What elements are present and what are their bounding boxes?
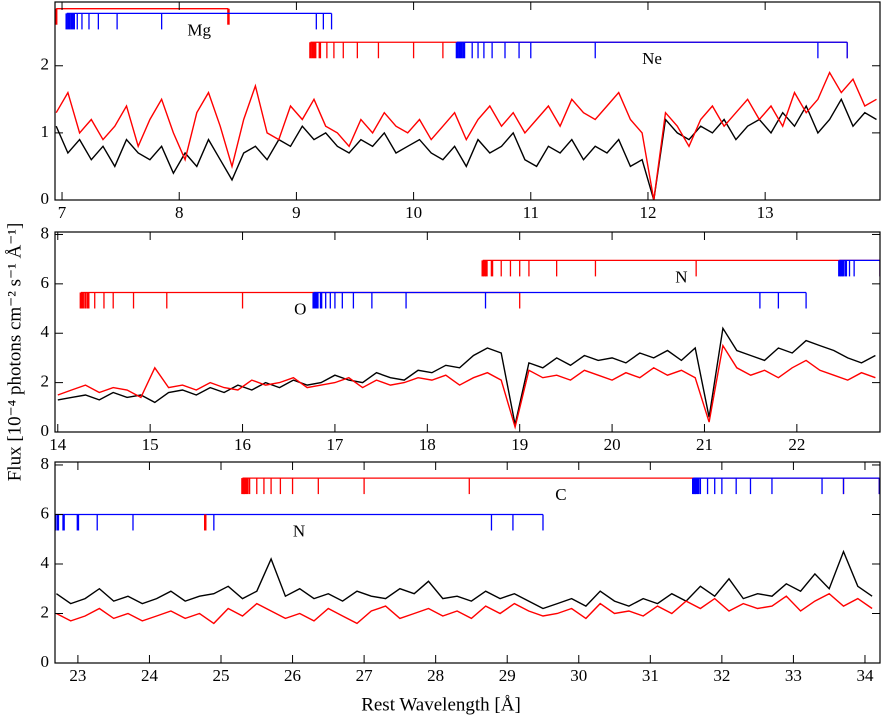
x-tick-label: 11 xyxy=(523,203,539,222)
x-tick-label: 26 xyxy=(284,666,301,685)
x-tick-label: 34 xyxy=(856,666,874,685)
x-tick-label: 18 xyxy=(419,435,436,454)
x-tick-label: 20 xyxy=(604,435,621,454)
plot-frame xyxy=(54,1,881,201)
y-tick-label: 4 xyxy=(41,553,50,572)
x-tick-label: 9 xyxy=(292,203,301,222)
x-tick-label: 28 xyxy=(427,666,444,685)
y-tick-label: 2 xyxy=(41,55,50,74)
x-tick-label: 30 xyxy=(570,666,587,685)
spectrum-line xyxy=(57,343,876,430)
plot-frame xyxy=(54,461,881,664)
x-tick-label: 13 xyxy=(757,203,774,222)
y-tick-label: 8 xyxy=(41,454,50,473)
x-tick-label: 23 xyxy=(69,666,86,685)
line-series-label: Ne xyxy=(642,49,662,68)
y-tick-label: 0 xyxy=(41,421,50,440)
line-series-label: Mg xyxy=(187,20,211,39)
panel: N O 14 15 16 17 18 19 20 21 22 0 2 4 6 8 xyxy=(41,223,881,454)
line-series-label: N xyxy=(293,521,305,540)
spectrum-line xyxy=(56,549,873,610)
y-tick-label: 4 xyxy=(41,322,50,341)
x-tick-label: 31 xyxy=(642,666,659,685)
x-axis-label: Rest Wavelength [Å] xyxy=(361,694,521,715)
line-series-label: N xyxy=(675,267,687,286)
x-tick-label: 14 xyxy=(49,435,67,454)
x-tick-label: 21 xyxy=(696,435,713,454)
y-tick-label: 6 xyxy=(41,273,50,292)
spectrum-line xyxy=(57,326,876,425)
x-tick-label: 33 xyxy=(785,666,802,685)
line-series-label: O xyxy=(294,299,306,318)
y-tick-label: 2 xyxy=(41,602,50,621)
spectrum-line xyxy=(56,592,873,625)
x-tick-label: 17 xyxy=(326,435,344,454)
x-tick-label: 25 xyxy=(213,666,230,685)
x-tick-label: 29 xyxy=(499,666,516,685)
x-tick-label: 16 xyxy=(234,435,251,454)
spectrum-line xyxy=(55,70,877,200)
x-tick-label: 19 xyxy=(511,435,528,454)
y-tick-label: 6 xyxy=(41,503,50,522)
y-tick-label: 2 xyxy=(41,372,50,391)
x-tick-label: 8 xyxy=(175,203,184,222)
y-tick-label: 8 xyxy=(41,223,50,242)
x-tick-label: 27 xyxy=(356,666,374,685)
y-tick-label: 1 xyxy=(41,122,50,141)
x-tick-label: 24 xyxy=(141,666,159,685)
plot-frame xyxy=(54,231,881,433)
y-axis-label: Flux [10⁻⁴ photons cm⁻² s⁻¹ Å⁻¹] xyxy=(4,223,25,482)
x-tick-label: 32 xyxy=(713,666,730,685)
x-tick-label: 10 xyxy=(405,203,422,222)
x-tick-label: 22 xyxy=(788,435,805,454)
line-series-label: C xyxy=(555,485,566,504)
x-tick-label: 7 xyxy=(58,203,67,222)
y-tick-label: 0 xyxy=(41,652,50,671)
spectrum-line xyxy=(55,97,877,200)
x-tick-label: 12 xyxy=(639,203,656,222)
y-tick-label: 0 xyxy=(41,189,50,208)
x-tick-label: 15 xyxy=(142,435,159,454)
